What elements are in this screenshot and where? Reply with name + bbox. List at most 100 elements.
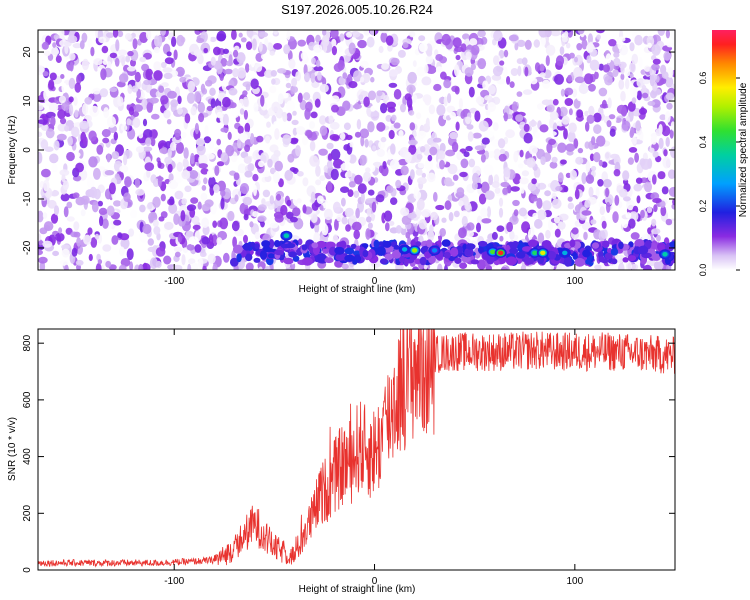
spectrogram-cell — [516, 91, 523, 97]
spectrogram-cell — [417, 177, 427, 185]
spectrogram-cell — [422, 94, 432, 104]
spectrogram-cell — [496, 225, 505, 232]
spectrogram-cell — [443, 96, 448, 107]
spectrogram-cell — [59, 169, 70, 177]
spectrogram-cell — [326, 181, 333, 192]
spectrogram-cell — [524, 66, 529, 77]
spectrogram-cell — [380, 31, 388, 43]
spectrogram-cell — [433, 76, 442, 85]
spectrogram-cell — [593, 152, 601, 163]
spectrogram-cell — [628, 218, 636, 229]
spectrogram-cell — [317, 71, 322, 81]
spectrogram-band-cell — [285, 242, 296, 249]
spectrogram-cell — [393, 89, 402, 100]
spectrogram-cell — [201, 185, 207, 191]
spectrogram-cell — [491, 231, 498, 240]
spectrogram-cell — [344, 152, 351, 163]
spectrogram-cell — [160, 193, 166, 202]
spectrogram-cell — [644, 181, 652, 193]
spectrogram-cell — [460, 158, 469, 169]
spectrogram-band-cell — [391, 249, 402, 259]
spectrogram-cell — [498, 197, 504, 207]
spectrogram-cell — [561, 115, 570, 125]
spectrogram-cell — [608, 39, 617, 47]
spectrogram-cell — [622, 170, 630, 181]
spectrogram-cell — [315, 59, 321, 68]
spectrogram-cell — [288, 58, 296, 69]
spectrogram-band-cell — [622, 257, 629, 263]
spectrogram-cell — [456, 151, 463, 161]
spectrogram-cell — [499, 60, 505, 66]
spectrogram-cell — [147, 202, 153, 210]
spectrogram-cell — [628, 147, 638, 153]
spectrogram-cell — [474, 145, 485, 151]
spectrogram-cell — [198, 112, 205, 123]
figure-title: S197.2026.005.10.26.R24 — [281, 2, 433, 17]
spectrogram-cell — [133, 104, 144, 112]
spectrogram-cell — [465, 145, 473, 152]
spectrogram-cell — [471, 44, 480, 56]
spectrogram-cell — [636, 78, 645, 88]
spectrogram-cell — [345, 134, 353, 141]
spectrogram-cell — [367, 121, 375, 133]
spectrogram-cell — [84, 97, 93, 105]
spectrogram-cell — [388, 220, 395, 226]
spectrogram-cell — [154, 35, 160, 47]
spectrogram-cell — [529, 120, 537, 127]
spectrogram-cell — [441, 33, 451, 46]
spectrogram-cell — [549, 117, 554, 129]
spectrogram-cell — [357, 39, 367, 49]
spectrogram-cell — [41, 124, 49, 131]
spectrogram-x-axis: -100 0 100 — [164, 30, 584, 287]
spectrogram-cell — [223, 252, 230, 263]
spectrogram-cell — [145, 30, 152, 40]
spectrogram-cell — [636, 195, 641, 204]
spectrogram-cell — [210, 98, 216, 109]
spectrogram-cell — [197, 201, 202, 210]
spectrogram-cell — [71, 247, 78, 257]
spectrogram-cell — [437, 263, 443, 270]
spectrogram-cell — [484, 190, 495, 200]
spectrogram-cell — [415, 112, 422, 119]
spectrogram-cell — [558, 213, 569, 221]
spectrogram-cell — [567, 131, 576, 143]
spectrogram-cell — [558, 106, 568, 117]
spectrogram-cell — [81, 58, 90, 71]
spectrogram-cell — [477, 30, 486, 38]
spectrogram-cell — [516, 39, 526, 48]
spectrogram-cell — [128, 228, 135, 237]
spectrogram-cell — [220, 127, 229, 133]
spectrogram-cell — [286, 30, 291, 41]
spectrogram-cell — [424, 159, 434, 171]
spectrogram-cell — [269, 222, 279, 229]
spectrogram-cell — [117, 232, 123, 239]
spectrogram-cell — [447, 163, 458, 175]
spectrogram-cell — [345, 224, 351, 232]
spectrogram-cell — [613, 57, 621, 67]
spectrogram-cell — [517, 65, 522, 77]
spectrogram-cell — [612, 69, 619, 78]
spectrogram-cell — [454, 86, 460, 95]
spectrogram-cell — [642, 79, 650, 85]
spectrogram-cell — [277, 93, 284, 105]
spectrogram-cell — [665, 137, 670, 147]
spectrogram-band-cell — [598, 256, 605, 263]
spectrogram-cell — [519, 149, 524, 158]
spectrogram-cell — [204, 125, 209, 137]
spectrogram-cell — [540, 36, 546, 47]
spectrogram-cell — [143, 79, 152, 86]
spectrogram-cell — [64, 125, 70, 132]
spectrogram-cell — [208, 140, 215, 150]
spectrogram-cell — [636, 90, 642, 101]
spectrogram-cell — [160, 30, 166, 36]
spectrogram-cell — [518, 207, 528, 217]
spectrogram-cell — [141, 98, 148, 110]
spectrogram-cell — [472, 172, 480, 184]
spectrogram-cell — [534, 132, 541, 139]
spectrogram-cell — [385, 35, 394, 46]
spectrogram-cell — [132, 38, 138, 50]
spectrogram-cell — [523, 123, 530, 133]
spectrogram-cell — [601, 99, 607, 109]
spectrogram-cell — [565, 172, 572, 179]
spectrogram-hotspot — [283, 233, 290, 238]
